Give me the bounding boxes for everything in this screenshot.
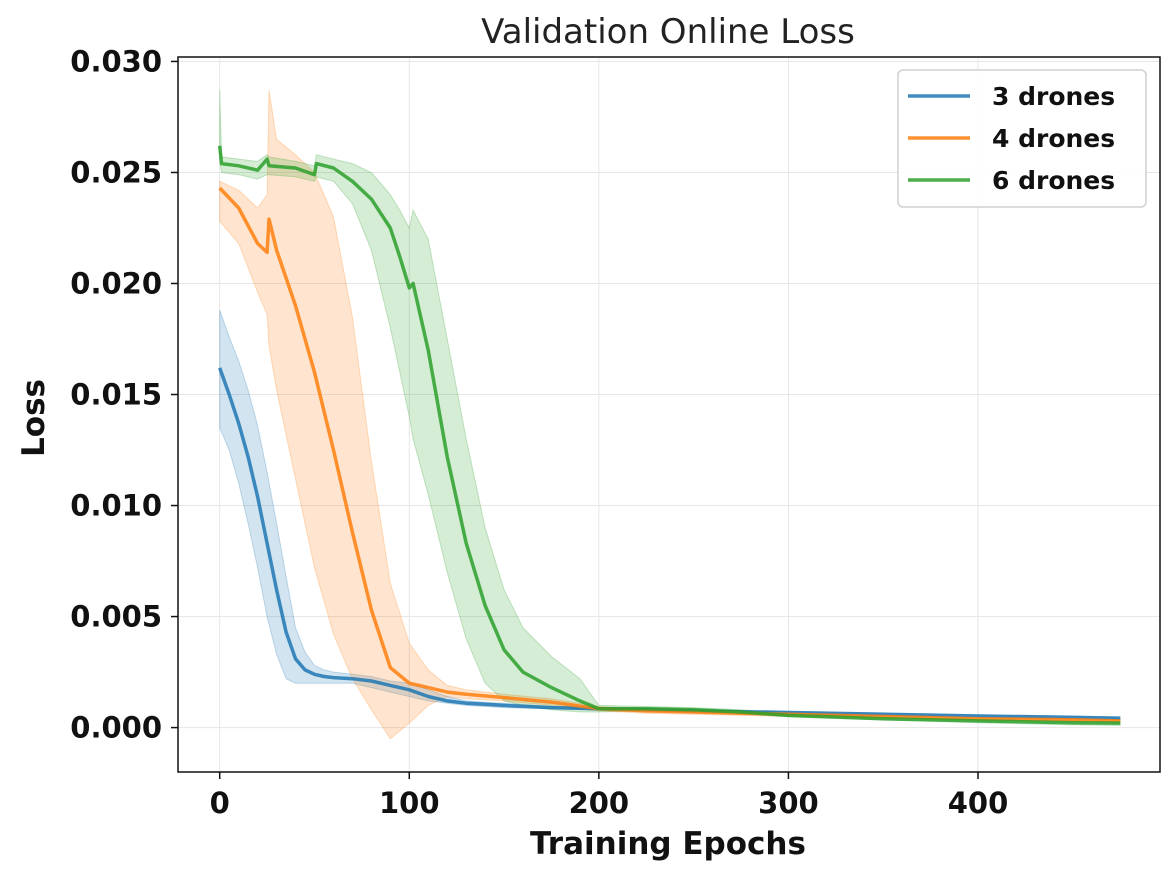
legend-box <box>897 69 1147 208</box>
y-tick-label: 0.010 <box>70 489 162 523</box>
x-tick-label: 200 <box>569 786 630 820</box>
plot-frame <box>177 56 1161 773</box>
y-tick-label: 0.030 <box>70 44 162 78</box>
y-axis-ticks: 0.000 0.005 0.010 0.015 0.020 0.025 0.030 <box>70 44 178 745</box>
legend-label: 6 drones <box>992 166 1115 195</box>
legend-label: 4 drones <box>992 124 1115 153</box>
y-tick-label: 0.015 <box>70 378 162 412</box>
legend: 3 drones 4 drones 6 drones <box>897 69 1147 208</box>
y-tick-label: 0.005 <box>70 600 162 634</box>
legend-label: 3 drones <box>992 82 1115 111</box>
x-tick-label: 400 <box>948 786 1009 820</box>
y-axis-label: Loss <box>16 379 52 457</box>
x-tick-label: 100 <box>379 786 440 820</box>
y-tick-label: 0.020 <box>70 266 162 300</box>
x-tick-label: 300 <box>758 786 819 820</box>
y-tick-label: 0.025 <box>70 155 162 189</box>
y-tick-label: 0.000 <box>70 711 162 745</box>
chart-title: Validation Online Loss <box>481 12 855 52</box>
band-series-3 <box>219 90 1121 726</box>
line-series-3 <box>217 145 1121 725</box>
x-tick-label: 0 <box>210 786 230 820</box>
x-axis-ticks: 0 100 200 300 400 <box>210 772 1009 820</box>
series-lines <box>217 145 1121 725</box>
x-axis-label: Training Epochs <box>530 826 806 862</box>
